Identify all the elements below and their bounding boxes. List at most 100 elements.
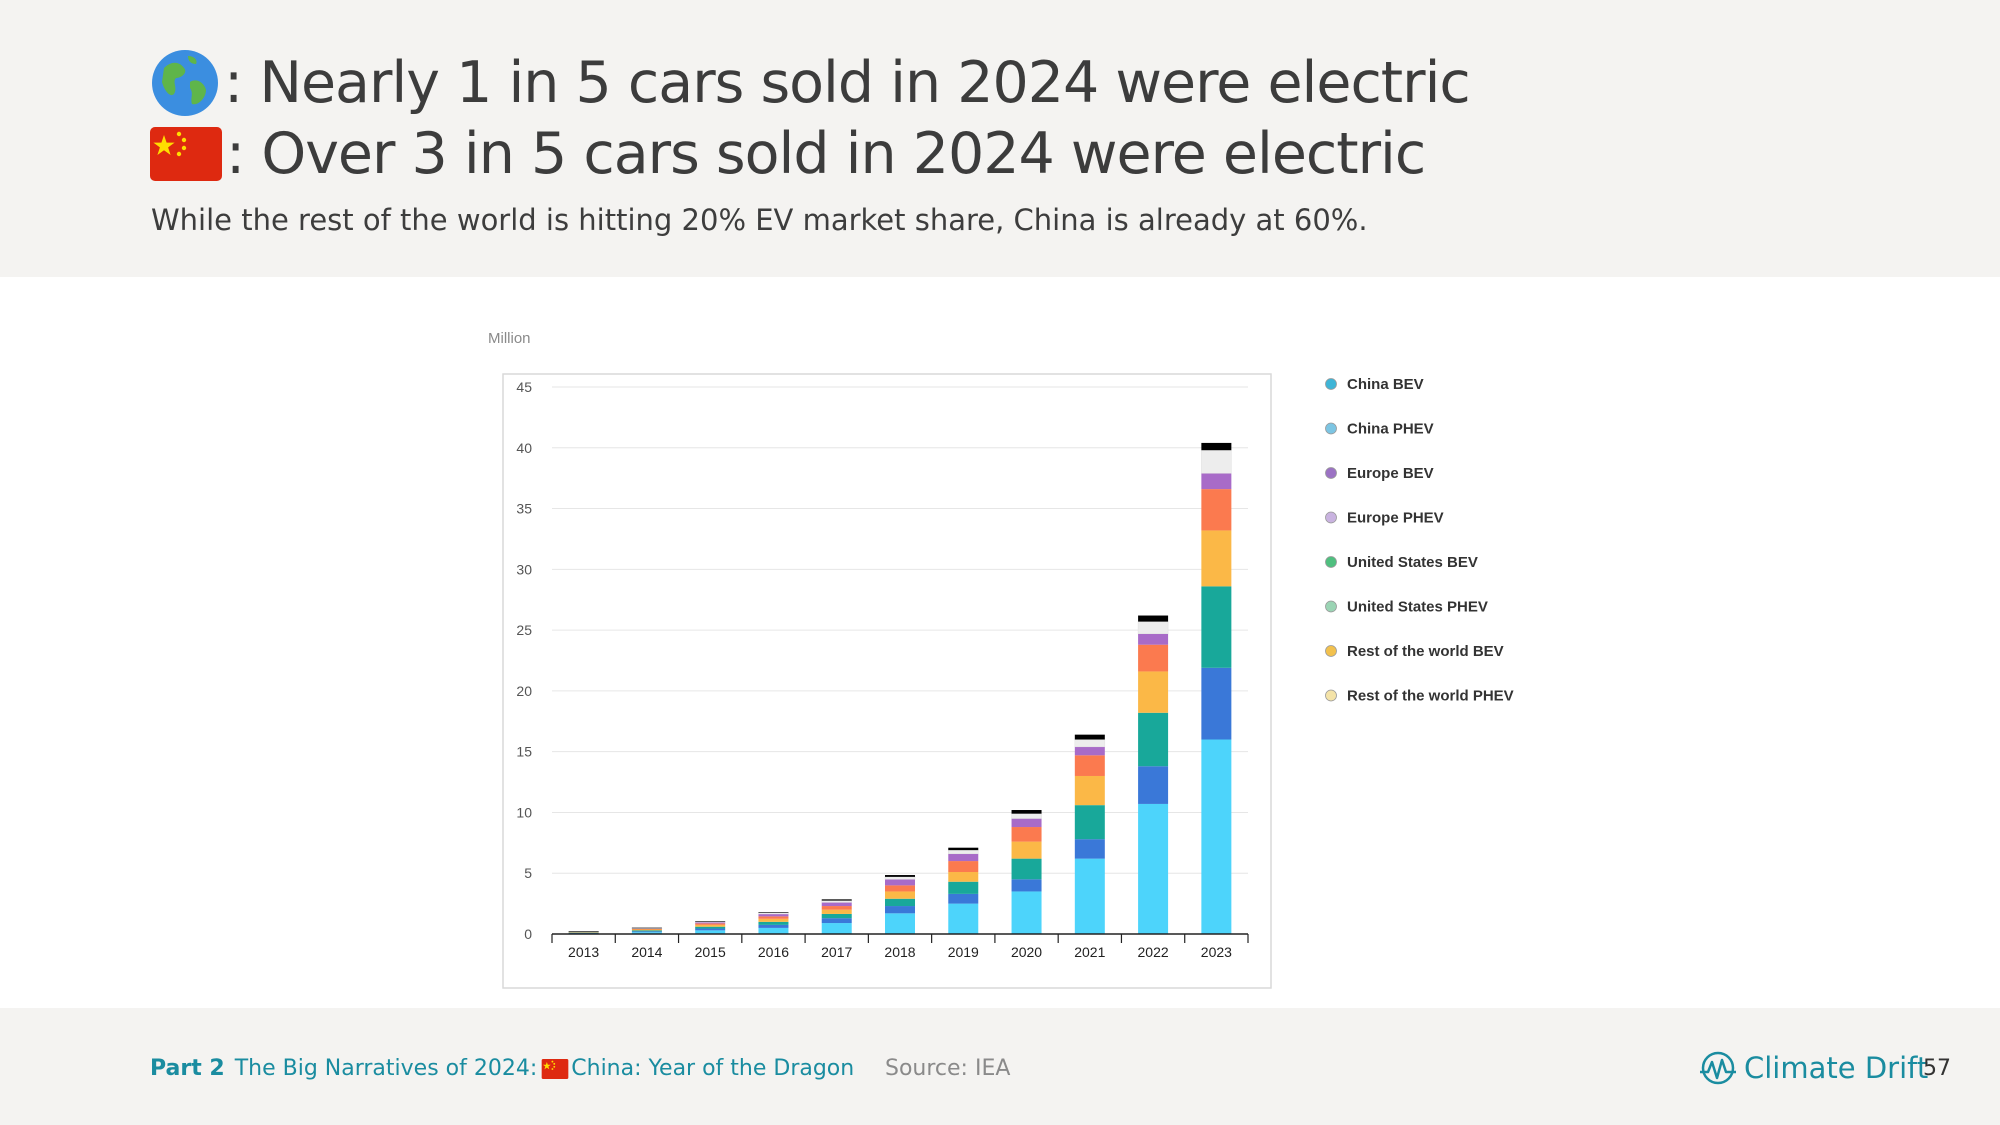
x-tick-label: 2013	[568, 944, 599, 960]
bar-segment	[758, 927, 789, 934]
x-tick-label: 2023	[1201, 944, 1232, 960]
slide-subtitle: While the rest of the world is hitting 2…	[151, 203, 1368, 237]
bar-stack-2023	[1201, 442, 1232, 934]
bar-segment	[821, 909, 852, 914]
bar-segment	[821, 900, 852, 903]
y-tick-label: 10	[516, 804, 532, 820]
slide-footer: Part 2 The Big Narratives of 2024: China…	[0, 1008, 2000, 1125]
bar-segment	[885, 898, 915, 907]
y-tick-label: 45	[516, 379, 532, 395]
y-tick-label: 25	[516, 622, 532, 638]
bar-segment	[948, 893, 979, 904]
gridlines	[552, 386, 1248, 874]
legend-item: China BEV	[1325, 376, 1424, 393]
bar-segment	[1201, 473, 1232, 490]
bar-segment	[885, 913, 915, 934]
y-tick-labels: 0 5 10 15 20 25 30 35 40 45	[516, 379, 532, 942]
part-label: Part 2	[150, 1056, 225, 1081]
legend-label: United States PHEV	[1347, 599, 1488, 616]
bar-segment	[695, 921, 726, 922]
x-tick-label: 2014	[631, 944, 662, 960]
bar-segment	[1074, 739, 1106, 748]
title-text-china: : Over 3 in 5 cars sold in 2024 were ele…	[226, 121, 1426, 187]
bar-segment	[1074, 734, 1105, 740]
china-flag-icon	[150, 127, 222, 181]
bar-segment	[758, 912, 789, 915]
bar-stacks	[568, 442, 1232, 934]
bar-segment	[885, 885, 915, 892]
bar-segment	[1201, 489, 1232, 531]
bar-segment	[948, 903, 979, 934]
bar-segment	[821, 918, 852, 924]
bar-stack-2015	[694, 921, 726, 934]
bar-segment	[695, 923, 726, 925]
bar-segment	[1201, 442, 1232, 451]
bar-segment	[758, 924, 789, 928]
bar-segment	[1138, 644, 1169, 672]
bar-segment	[821, 906, 852, 910]
y-tick-label: 40	[516, 440, 532, 456]
x-tick-label: 2017	[821, 944, 852, 960]
bar-segment	[885, 879, 915, 886]
bar-segment	[1201, 667, 1232, 740]
bar-segment	[1138, 633, 1169, 645]
bar-segment	[1201, 586, 1232, 668]
bar-stack-2017	[821, 899, 852, 934]
title-text-world: : Nearly 1 in 5 cars sold in 2024 were e…	[224, 50, 1471, 116]
bar-segment	[1201, 739, 1232, 934]
legend-marker	[1325, 556, 1337, 568]
page-number: 57	[1923, 1056, 1951, 1081]
bar-segment	[631, 932, 662, 934]
bar-segment	[568, 932, 599, 934]
legend-marker	[1325, 467, 1337, 479]
legend-item: Rest of the world BEV	[1325, 643, 1504, 660]
bar-segment	[1011, 891, 1042, 934]
legend-item: United States BEV	[1325, 554, 1478, 571]
bar-segment	[1201, 530, 1232, 587]
legend-item: Europe BEV	[1325, 465, 1434, 482]
bar-segment	[885, 875, 915, 877]
bar-segment	[758, 913, 789, 917]
bar-segment	[568, 931, 599, 932]
bar-segment	[948, 872, 979, 882]
bar-segment	[695, 924, 726, 927]
bar-segment	[695, 922, 726, 924]
legend-item: United States PHEV	[1325, 599, 1488, 616]
part-subtitle: China: Year of the Dragon	[571, 1056, 855, 1081]
legend-label: United States BEV	[1347, 554, 1478, 571]
bar-segment	[821, 923, 852, 934]
bar-segment	[885, 891, 915, 899]
bar-stack-2022	[1137, 615, 1169, 934]
bar-stack-2021	[1074, 734, 1106, 934]
legend-marker	[1325, 600, 1337, 613]
legend-label: China BEV	[1347, 376, 1424, 393]
bar-segment	[1138, 671, 1169, 713]
y-tick-label: 30	[516, 561, 532, 577]
bar-segment	[1201, 449, 1232, 474]
bar-segment	[1074, 805, 1105, 840]
legend-label: Rest of the world PHEV	[1347, 688, 1514, 705]
bar-segment	[1011, 841, 1042, 859]
bar-segment	[948, 853, 979, 862]
bar-segment	[948, 881, 979, 894]
bar-segment	[821, 902, 852, 907]
legend-item: Europe PHEV	[1325, 510, 1444, 527]
bar-segment	[758, 912, 789, 913]
bar-segment	[631, 928, 662, 930]
legend-marker	[1325, 689, 1337, 702]
legend-label: China PHEV	[1347, 421, 1434, 438]
legend-marker	[1325, 422, 1337, 435]
bar-segment	[631, 927, 662, 929]
bar-segment	[1138, 766, 1169, 804]
legend-label: Europe BEV	[1347, 465, 1434, 482]
y-tick-label: 20	[516, 683, 532, 699]
x-tick-label: 2020	[1011, 944, 1042, 960]
bar-segment	[884, 876, 916, 880]
legend-label: Rest of the world BEV	[1347, 643, 1504, 660]
bar-segment	[885, 906, 915, 914]
y-axis-label: Million	[488, 330, 531, 347]
bar-stack-2016	[758, 912, 789, 934]
bar-segment	[1138, 712, 1169, 767]
bar-segment	[1138, 803, 1169, 934]
